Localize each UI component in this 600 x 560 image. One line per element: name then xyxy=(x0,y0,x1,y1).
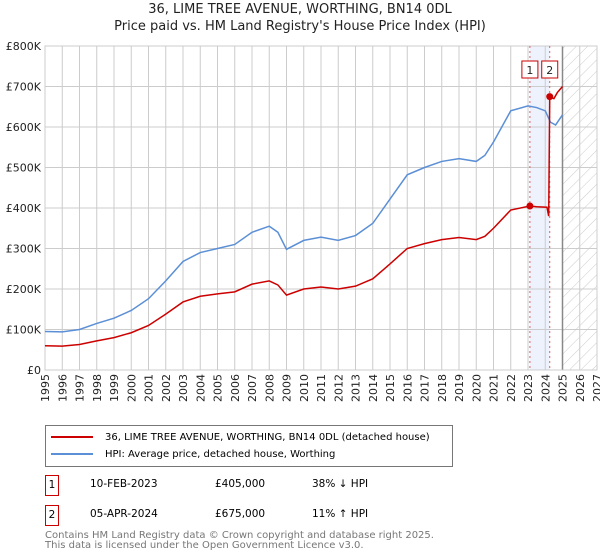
sale-hpi-diff: 11% ↑ HPI xyxy=(312,508,369,520)
y-tick-label: £400K xyxy=(6,202,42,215)
legend-label-property: 36, LIME TREE AVENUE, WORTHING, BN14 0DL… xyxy=(105,431,430,443)
chart-subtitle: Price paid vs. HM Land Registry's House … xyxy=(114,19,486,34)
footer: Contains HM Land Registry data © Crown c… xyxy=(45,531,434,551)
sale-point xyxy=(546,93,554,101)
x-tick-label: 2021 xyxy=(488,374,501,402)
x-tick-label: 2013 xyxy=(350,374,363,402)
x-tick-label: 2012 xyxy=(332,374,345,402)
legend-line-blue xyxy=(51,453,93,455)
x-tick-label: 2018 xyxy=(436,374,449,402)
plot-area: £0 £100K £200K £300K £400K £500K £600K £700K £80… xyxy=(6,40,600,402)
x-tick-label: 2027 xyxy=(591,374,600,402)
x-tick-label: 1996 xyxy=(56,374,69,402)
table-row: 2 05-APR-2024 £675,000 11% ↑ HPI xyxy=(45,505,465,527)
x-tick-label: 2010 xyxy=(298,374,311,402)
x-tick-label: 2015 xyxy=(384,374,397,402)
x-tick-label: 2011 xyxy=(315,374,328,402)
hpi-line xyxy=(44,105,564,333)
chart-title: 36, LIME TREE AVENUE, WORTHING, BN14 0DL xyxy=(148,2,452,17)
x-tick-label: 2016 xyxy=(401,374,414,402)
sale-hpi-diff: 38% ↓ HPI xyxy=(312,478,369,490)
x-tick-label: 2023 xyxy=(522,374,535,402)
y-tick-label: £500K xyxy=(6,162,42,175)
sale-price: £405,000 xyxy=(215,478,266,490)
y-tick-label: £200K xyxy=(6,283,42,296)
sale-label-box xyxy=(541,60,559,79)
sale-label-box xyxy=(521,60,539,79)
x-tick-label: 2009 xyxy=(281,374,294,402)
x-tick-label: 2017 xyxy=(419,374,432,402)
x-tick-label: 2020 xyxy=(470,374,483,402)
x-tick-label: 2004 xyxy=(194,374,207,402)
sale-point xyxy=(526,202,534,210)
x-tick-label: 1995 xyxy=(39,374,52,402)
x-tick-label: 1999 xyxy=(108,374,121,402)
footer-licence: This data is licensed under the Open Gov… xyxy=(45,540,364,551)
x-tick-label: 2025 xyxy=(557,374,570,402)
y-tick-label: £100K xyxy=(6,324,42,337)
table-row: 1 10-FEB-2023 £405,000 38% ↓ HPI xyxy=(45,475,465,497)
sale-label: 1 xyxy=(526,64,533,77)
x-tick-label: 1997 xyxy=(74,374,87,402)
x-tick-label: 2002 xyxy=(160,374,173,402)
x-tick-label: 2001 xyxy=(143,374,156,402)
sale-marker-box: 1 xyxy=(45,475,59,496)
y-tick-label: £600K xyxy=(6,121,42,134)
x-tick-label: 2006 xyxy=(229,374,242,402)
y-tick-label: £800K xyxy=(6,40,42,53)
x-tick-label: 2008 xyxy=(263,374,276,402)
footer-copyright: Contains HM Land Registry data © Crown c… xyxy=(45,530,434,541)
x-tick-label: 2022 xyxy=(505,374,518,402)
y-tick-label: £0 xyxy=(27,364,41,377)
plot-frame xyxy=(44,45,598,371)
x-tick-label: 2014 xyxy=(367,374,380,402)
x-tick-label: 2000 xyxy=(125,374,138,402)
legend-line-red xyxy=(51,436,93,438)
sale-date: 05-APR-2024 xyxy=(90,508,158,520)
x-tick-label: 2019 xyxy=(453,374,466,402)
sale-price: £675,000 xyxy=(215,508,266,520)
sale-label: 2 xyxy=(546,64,553,77)
x-tick-label: 2003 xyxy=(177,374,190,402)
x-tick-label: 2026 xyxy=(574,374,587,402)
y-tick-label: £700K xyxy=(6,81,42,94)
x-tick-label: 2007 xyxy=(246,374,259,402)
x-tick-label: 2005 xyxy=(212,374,225,402)
sale-date: 10-FEB-2023 xyxy=(90,478,158,490)
property-price-line xyxy=(44,86,564,347)
x-tick-label: 1998 xyxy=(91,374,104,402)
sale-marker-box: 2 xyxy=(45,505,59,526)
legend-label-hpi: HPI: Average price, detached house, Wort… xyxy=(105,448,336,460)
y-tick-label: £300K xyxy=(6,243,42,256)
x-tick-label: 2024 xyxy=(539,374,552,402)
legend: 36, LIME TREE AVENUE, WORTHING, BN14 0DL… xyxy=(45,425,453,467)
